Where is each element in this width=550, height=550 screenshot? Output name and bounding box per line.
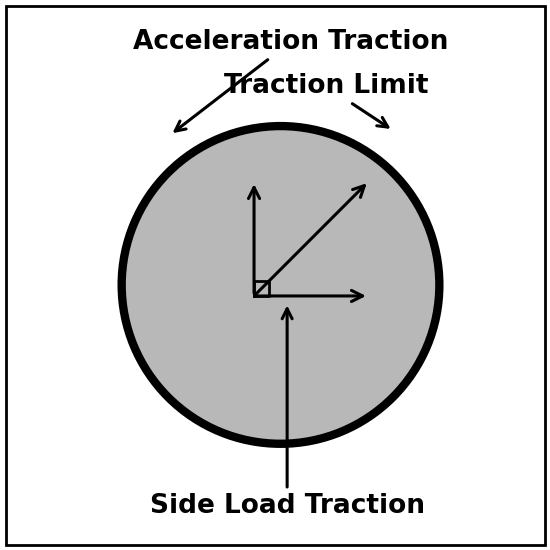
Text: Acceleration Traction: Acceleration Traction	[133, 29, 448, 131]
Text: Side Load Traction: Side Load Traction	[150, 309, 425, 519]
Text: Traction Limit: Traction Limit	[224, 73, 428, 127]
Circle shape	[122, 126, 439, 444]
